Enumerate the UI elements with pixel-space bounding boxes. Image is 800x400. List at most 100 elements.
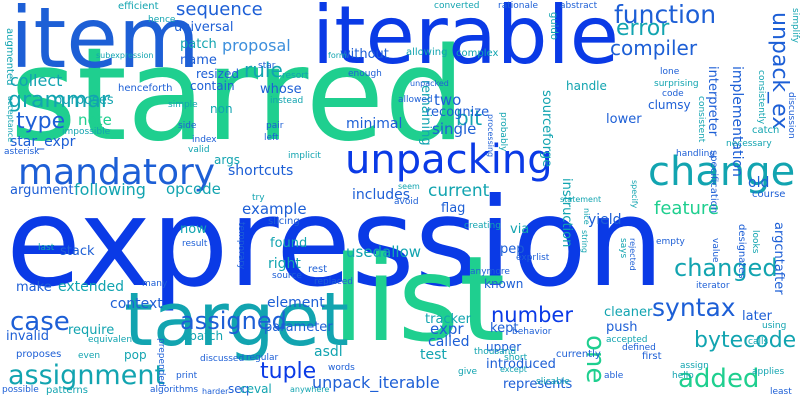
word-print: print [176,371,198,381]
word-element: element [267,295,325,311]
word-spatch: spatch [183,329,224,343]
word-handle: handle [566,79,607,93]
word-algorithms: algorithms [150,385,199,395]
word-least: least [770,387,792,397]
word-right: right [268,256,301,272]
word-includes: includes [352,187,411,203]
word-seq: seq [228,382,250,396]
word-able: able [604,371,624,381]
word-recognize: recognize [426,105,490,120]
word-parameter: parameter [264,320,333,335]
word-rule: rule [244,58,283,82]
word-instead: instead [270,96,304,106]
word-added: added [678,364,760,394]
word-nice: nice [582,208,591,225]
word-via: via [510,222,530,237]
word-non: non [210,102,233,116]
word-give: give [458,367,478,377]
word-without: without [340,47,389,62]
word-impossible: impossible [62,127,111,137]
word-ceval: ceval [240,382,272,396]
word-hence: hence [148,15,176,25]
word-invalid: invalid [6,329,49,344]
word-allowed: allowed [398,95,433,105]
word-avoid: avoid [394,197,419,207]
word-later: later [742,309,773,324]
word-discussion: discussion [786,92,796,139]
word-tuple: tuple [260,359,317,384]
word-feature: feature [654,198,719,219]
word-found: found [270,236,308,251]
word-represents: represents [503,377,573,392]
word-consistent: consistent [696,96,706,143]
word-compiler: compiler [610,36,698,60]
word-changed: changed [674,254,778,282]
word-bit: bit [456,106,483,130]
word-type: type [16,109,66,134]
word-consistently: consistently [756,70,766,125]
word-handling: handling [676,149,716,159]
word-sourceforge: sourceforge [539,90,554,168]
word-course: course [752,189,786,200]
word-designates: designates [736,224,747,279]
word-short: short [504,353,528,363]
word-require: require [68,323,115,338]
word-interpreter: interpreter [705,66,720,137]
word-following: following [74,180,146,199]
word-code: code [662,89,684,99]
word-iterable: iterable [312,0,619,82]
word-example: example [242,200,307,218]
word-except: except [500,365,527,374]
word-now: now [180,222,207,237]
word-temporary: temporary [236,222,246,270]
word-behavior: behavior [512,327,552,337]
word-one: one [580,335,610,384]
word-valid: valid [188,145,210,155]
word-pep: pep [500,242,525,257]
word-yield: yield [588,212,622,228]
word-augmented: augmented [4,28,15,86]
word-pop: pop [124,348,147,362]
word-even: even [78,351,101,361]
word-creating: creating [464,221,501,231]
word-surprising: surprising [654,79,699,89]
word-simple: simple [168,100,198,110]
word-processing: processing [486,114,495,158]
word-replaced: replaced [314,277,353,287]
word-exprlist: exprlist [516,253,550,263]
word-called: called [428,334,470,350]
word-argcntafter: argcntafter [771,222,786,295]
word-rationale: rationale [498,1,539,11]
word-henceforth: henceforth [118,83,173,94]
word-unpacking: unpacking [345,137,553,183]
word-statement: statement [560,195,602,204]
word-extended: extended [58,279,125,295]
word-purposes: purposes [54,93,114,108]
word-applies: applies [752,367,785,377]
word-acceptance: acceptance [6,96,15,143]
word-target: target [124,277,349,363]
word-specify: specify [630,180,639,209]
word-whose: whose [260,82,302,97]
word-anywhere: anywhere [290,385,330,394]
word-rejected: rejected [628,238,637,271]
word-two: two [434,91,462,109]
word-error: error [616,16,670,41]
word-context: context [110,296,163,312]
word-expression: expression [6,172,665,314]
word-introduced: introduced [486,357,556,372]
word-args: args [214,153,240,167]
word-words: words [328,363,355,373]
word-form: form [328,51,347,60]
word-catch: catch [752,125,780,136]
word-guido: guido [548,12,559,40]
word-tracker: tracker [425,312,471,327]
word-universal: universal [174,20,234,35]
word-looks: looks [750,230,760,254]
word-remaining: remaining [418,80,433,146]
word-kept: kept [490,321,519,336]
word-change: change [648,149,796,195]
word-resized: resized [196,67,239,81]
word-unpack-iterable: unpack_iterable [312,373,440,392]
